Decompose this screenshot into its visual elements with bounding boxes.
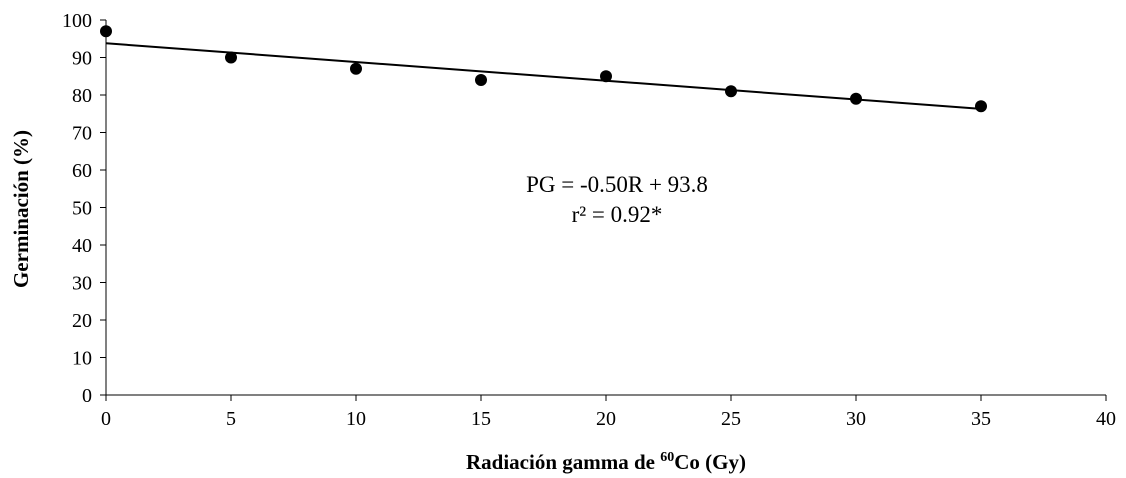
y-tick-label: 10	[72, 348, 92, 370]
y-tick-label: 0	[82, 385, 92, 407]
x-tick-label: 40	[1096, 408, 1116, 430]
x-axis-title-suffix: Co (Gy)	[674, 450, 746, 474]
y-tick-label: 30	[72, 273, 92, 295]
r2-annotation: r² = 0.92*	[572, 202, 663, 227]
data-point	[350, 62, 362, 75]
x-tick-label: 15	[471, 408, 491, 430]
y-tick-label: 50	[72, 198, 92, 220]
trendline	[105, 42, 982, 110]
data-points	[100, 25, 987, 113]
y-axis-title: Germinación (%)	[9, 130, 33, 288]
x-tick-label: 25	[721, 408, 741, 430]
x-tick-label: 35	[971, 408, 991, 430]
y-tick-label: 80	[72, 85, 92, 107]
data-point	[600, 70, 612, 83]
data-point	[975, 100, 987, 113]
data-point	[100, 25, 112, 38]
y-tick-label: 40	[72, 235, 92, 257]
x-axis-title: Radiación gamma de 60Co (Gy)	[466, 450, 746, 474]
x-tick-label: 10	[346, 408, 366, 430]
y-tick-label: 70	[72, 123, 92, 145]
y-tick-label: 90	[72, 48, 92, 70]
x-ticks: 0 5 10 15 20 25 30 35 40	[101, 395, 1116, 430]
x-axis-title-prefix: Radiación gamma de	[466, 450, 660, 474]
equation-annotation: PG = -0.50R + 93.8	[526, 172, 708, 197]
data-point	[225, 51, 237, 64]
y-tick-label: 20	[72, 310, 92, 332]
x-tick-label: 20	[596, 408, 616, 430]
y-tick-label: 100	[62, 10, 92, 32]
x-tick-label: 5	[226, 408, 236, 430]
y-tick-label: 60	[72, 160, 92, 182]
y-ticks: 0 10 20 30 40 50 60 70 80 90 100	[62, 10, 106, 407]
data-point	[725, 85, 737, 98]
x-tick-label: 30	[846, 408, 866, 430]
x-axis-title-superscript: 60	[660, 450, 674, 465]
data-point	[475, 74, 487, 86]
data-point	[850, 92, 862, 105]
x-tick-label: 0	[101, 408, 111, 430]
